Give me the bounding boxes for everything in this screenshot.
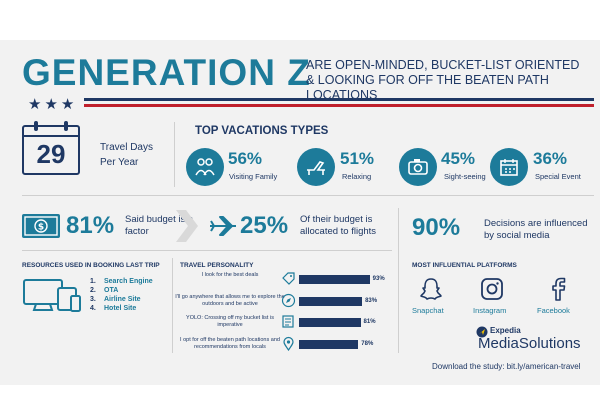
red-stripe (84, 104, 594, 107)
calendar-ring-icon (34, 121, 38, 131)
list-number: 1. (90, 278, 96, 285)
map-pin-icon (281, 336, 296, 356)
stars-decoration: ★★★ (28, 96, 78, 113)
social-text: Decisions are influenced by social media (484, 218, 588, 241)
expedia-logo-icon (476, 325, 488, 338)
chevron-right-icon (176, 210, 198, 242)
personality-statement: I look for the best deals (201, 272, 259, 278)
flights-pct: 25% (240, 212, 289, 239)
list-label: Search Engine (104, 278, 153, 285)
snapchat-icon (418, 276, 444, 302)
vacation-label: Sight-seeing (444, 172, 486, 181)
vacation-pct: 36% (533, 149, 568, 168)
platform-label: Snapchat (412, 306, 444, 315)
download-link[interactable]: Download the study: bit.ly/american-trav… (432, 362, 581, 371)
personality-bar (299, 297, 363, 306)
devices-icon (22, 278, 82, 314)
list-item: 1. Search Engine (90, 277, 153, 286)
list-label: Hotel Site (104, 305, 137, 312)
list-item: 3. Airline Site (90, 295, 153, 304)
personality-bar (299, 340, 359, 349)
personality-title: TRAVEL PERSONALITY (180, 262, 254, 269)
airplane-icon (208, 214, 238, 238)
travel-days-value: 29 (36, 139, 66, 169)
personality-bar (299, 318, 361, 327)
vacation-pct: 51% (340, 149, 375, 168)
vacation-label: Relaxing (342, 172, 372, 181)
vacations-title: TOP VACATIONS TYPES (195, 125, 329, 137)
travel-days-label: Travel Days Per Year (100, 142, 153, 168)
infographic-background (0, 40, 600, 385)
list-number: 4. (90, 305, 96, 312)
price-tag-icon (281, 271, 296, 291)
svg-text:$: $ (38, 223, 44, 233)
calendar-icon (490, 148, 528, 186)
instagram-icon (479, 276, 505, 302)
flights-text: Of their budget is allocated to flights (300, 214, 377, 237)
calendar-icon: 29 (22, 121, 80, 175)
personality-statement: YOLO: Crossing off my bucket list is imp… (186, 315, 274, 328)
vacation-label: Special Event (535, 172, 581, 181)
budget-pct: 81% (66, 212, 115, 239)
personality-value: 93% (372, 276, 385, 282)
page-title: GENERATION Z (22, 52, 311, 93)
vacation-pct: 56% (228, 149, 263, 168)
lounge-chair-icon (297, 148, 335, 186)
brand-subname: MediaSolutions (478, 335, 581, 352)
list-item: 4. Hotel Site (90, 304, 153, 313)
personality-statement: I'll go anywhere that allows me to explo… (175, 294, 285, 307)
personality-bar (299, 275, 370, 284)
calendar-ring-icon (64, 121, 68, 131)
page-subtitle: ARE OPEN-MINDED, BUCKET-LIST ORIENTED & … (306, 58, 580, 102)
money-icon: $ (22, 214, 60, 238)
social-pct: 90% (412, 214, 461, 241)
personality-value: 81% (363, 319, 376, 325)
list-label: Airline Site (104, 296, 141, 303)
divider (174, 122, 175, 187)
platform-label: Instagram (473, 306, 507, 315)
brand-name: Expedia (490, 326, 521, 335)
divider (172, 258, 173, 353)
checklist-icon (281, 314, 296, 334)
platforms-title: MOST INFLUENTIAL PLATFORMS (412, 262, 517, 269)
vacation-label: Visiting Family (229, 172, 278, 181)
list-number: 2. (90, 287, 96, 294)
vacation-pct: 45% (441, 149, 476, 168)
resources-list: 1. Search Engine 2. OTA 3. Airline Site 4. H… (90, 277, 153, 313)
divider (22, 250, 392, 251)
budget-text: Said budget is a factor (125, 214, 194, 237)
list-number: 3. (90, 296, 96, 303)
facebook-icon (545, 276, 571, 302)
list-label: OTA (104, 287, 119, 294)
divider (398, 208, 399, 353)
compass-icon (281, 293, 296, 313)
resources-title: RESOURCES USED IN BOOKING LAST TRIP (22, 262, 160, 269)
personality-statement: I opt for off the beaten path locations … (180, 337, 280, 350)
list-item: 2. OTA (90, 286, 153, 295)
personality-value: 78% (361, 341, 374, 347)
camera-icon (399, 148, 437, 186)
divider (22, 195, 594, 196)
personality-value: 83% (365, 298, 378, 304)
family-icon (186, 148, 224, 186)
navy-stripe (84, 98, 594, 101)
platform-label: Facebook (537, 306, 570, 315)
